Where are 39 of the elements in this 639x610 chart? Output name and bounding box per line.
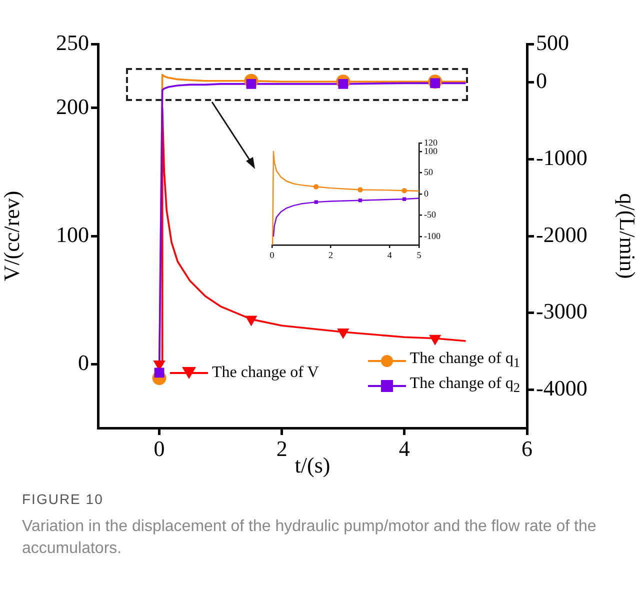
y2-tick-label: 0: [536, 68, 547, 94]
point: [314, 200, 318, 204]
y2-tick-label: -3000: [536, 298, 588, 324]
y-tick-label: 0: [78, 350, 89, 375]
y2-tick-label: -4000: [536, 375, 588, 400]
y-tick-label: 50: [424, 167, 434, 178]
y2-axis-title: q/(L/min): [615, 193, 639, 279]
point: [402, 197, 406, 201]
x-tick-label: 2: [276, 436, 288, 461]
point: [314, 184, 319, 190]
legend-label: The change of q$_{2}$: [410, 375, 520, 396]
y2-tick-label: -2000: [536, 222, 588, 247]
point: [358, 198, 362, 202]
y-tick-label: 0: [424, 188, 429, 198]
x-axis-title: t/(s): [294, 452, 330, 478]
y-tick-label: 100: [424, 146, 438, 156]
legend-label: The change of V: [212, 364, 319, 382]
caption: FIGURE 10: [22, 490, 104, 509]
legend-label: The change of q$_{1}$: [410, 350, 520, 372]
x-tick-label: 0: [270, 250, 275, 260]
text: Variation in the displacement of the hydraulic pump/motor and the flow rate of the accumulators.: [22, 516, 598, 559]
x-tick-label: 0: [154, 436, 165, 461]
y-tick-label: 100: [56, 222, 89, 247]
x-tick-label: 4: [387, 250, 392, 260]
y-tick-label: 250: [56, 30, 89, 55]
y-tick-label: 200: [56, 94, 89, 119]
x-tick-label: 4: [398, 436, 410, 461]
point: [358, 187, 363, 192]
y-tick-label: -50: [424, 210, 436, 220]
y2-tick-label: 500: [536, 30, 569, 55]
point: [402, 188, 407, 194]
y2-tick-label: -1000: [536, 144, 588, 170]
y-axis-title: V/(cc/rev): [0, 190, 24, 282]
x-tick-label: 6: [522, 436, 532, 461]
x-tick-label: 2: [328, 250, 334, 260]
point: [154, 368, 164, 378]
y-tick-label: -100: [424, 230, 441, 241]
y-tick-label: 120: [424, 137, 438, 148]
x-tick-label: 5: [416, 250, 422, 260]
